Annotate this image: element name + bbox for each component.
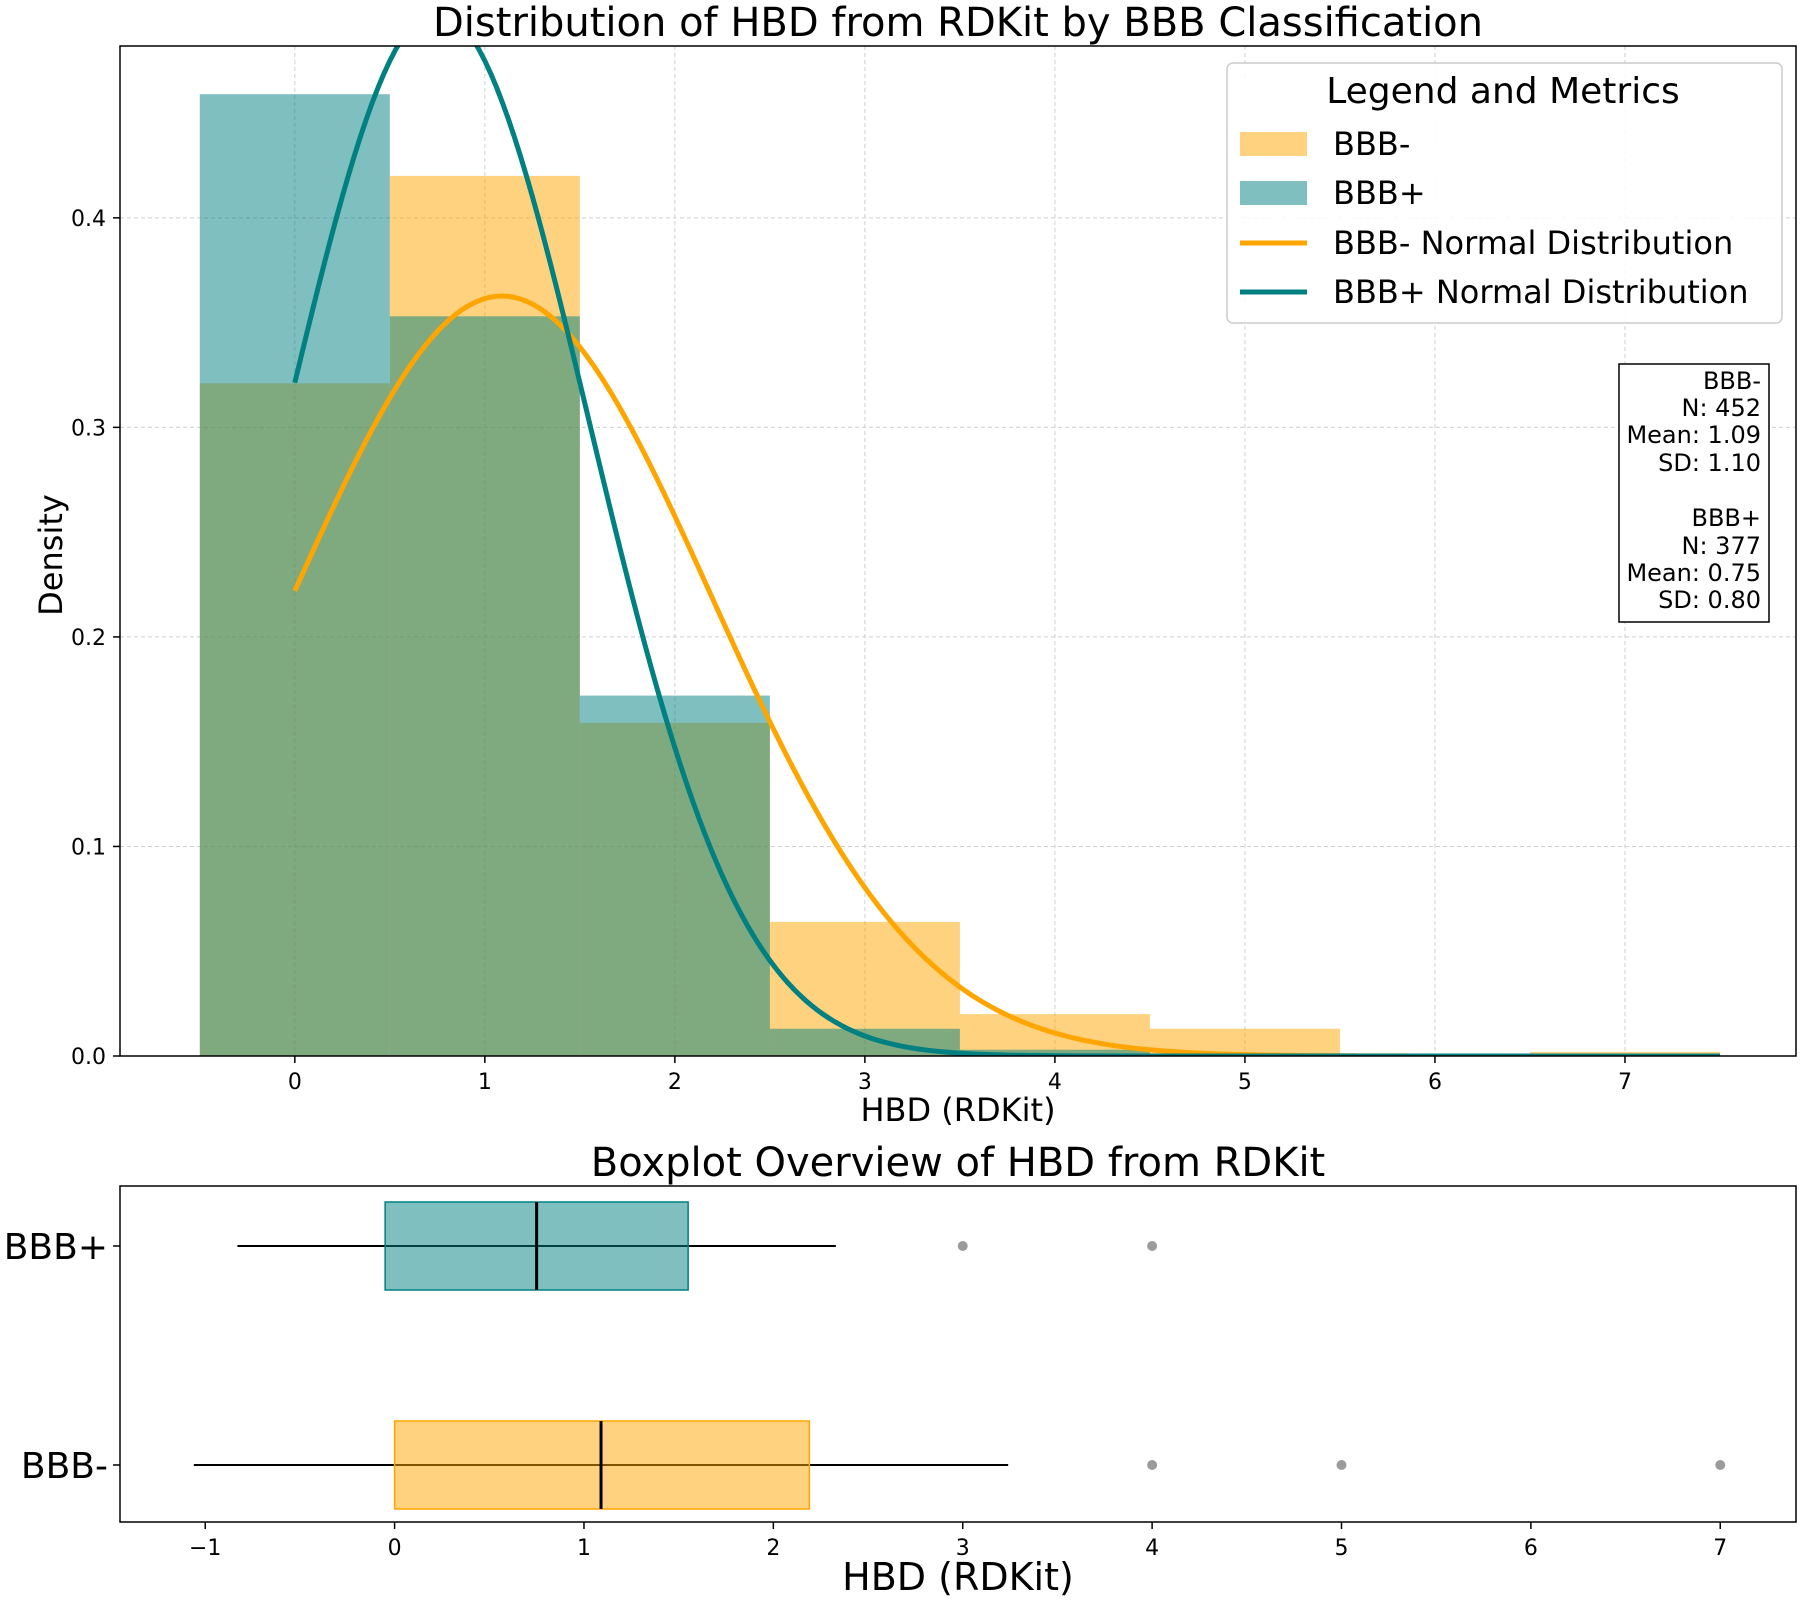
histogram-x-axis-title: HBD (RDKit) (860, 1091, 1055, 1129)
outlier-point (957, 1241, 968, 1251)
y-tick-label: 0.3 (71, 416, 106, 441)
legend-label-bbb-minus-normal: BBB- Normal Distribution (1333, 224, 1733, 262)
x-tick-label: 0 (288, 1070, 302, 1095)
legend-label-bbb-plus-normal: BBB+ Normal Distribution (1333, 273, 1748, 311)
outlier-point (1147, 1460, 1158, 1470)
histogram-bar-bbb-plus (199, 94, 390, 1057)
x-tick-label: 6 (1524, 1536, 1538, 1561)
boxplot-x-axis-title: HBD (RDKit) (842, 1555, 1074, 1599)
boxplot-marks (193, 1201, 1726, 1510)
x-tick-label: 1 (478, 1070, 492, 1095)
x-tick-label: 2 (766, 1536, 780, 1561)
x-tick-label: 4 (1145, 1536, 1159, 1561)
x-tick-label: 5 (1334, 1536, 1348, 1561)
histogram-title: Distribution of HBD from RDKit by BBB Cl… (433, 0, 1483, 46)
stats-line: BBB+ (1691, 504, 1761, 532)
outlier-point (1336, 1460, 1347, 1470)
boxplot-plot-frame (119, 1185, 1797, 1523)
x-tick-label: 1 (577, 1536, 591, 1561)
stats-line: BBB- (1703, 367, 1761, 395)
category-label: BBB+ (4, 1227, 108, 1268)
stats-line: N: 452 (1682, 394, 1761, 422)
legend-swatch-bbb-minus (1240, 132, 1307, 156)
x-tick-label: 0 (388, 1536, 402, 1561)
y-tick-label: 0.2 (71, 626, 106, 651)
y-tick-label: 0.0 (71, 1045, 106, 1070)
histogram-bars (199, 94, 1720, 1057)
x-tick-label: 3 (858, 1070, 872, 1095)
stats-line: Mean: 0.75 (1626, 559, 1761, 587)
histogram-bar-bbb-plus (959, 1049, 1150, 1056)
legend-swatch-bbb-plus (1240, 181, 1307, 205)
y-tick-label: 0.4 (71, 207, 106, 232)
legend: Legend and Metrics BBB- BBB+ BBB- Normal… (1226, 62, 1783, 324)
legend-frame (1226, 62, 1783, 324)
x-tick-label: 4 (1048, 1070, 1062, 1095)
stats-line: Mean: 1.09 (1626, 421, 1761, 449)
stats-line: N: 377 (1682, 532, 1761, 560)
normal-curve-bbb-plus (292, 46, 1720, 1056)
stats-line: SD: 0.80 (1658, 586, 1761, 614)
outlier-point (1147, 1241, 1158, 1251)
stats-line: SD: 1.10 (1658, 449, 1761, 477)
outlier-point (1715, 1460, 1726, 1470)
histogram-plot-frame (119, 45, 1797, 1057)
histogram-y-axis-title: Density (32, 494, 70, 616)
x-tick-label: 6 (1428, 1070, 1442, 1095)
boxplot-title: Boxplot Overview of HBD from RDKit (591, 1140, 1326, 1186)
x-tick-label: 5 (1238, 1070, 1252, 1095)
x-tick-label: −1 (189, 1536, 221, 1561)
x-tick-label: 7 (1713, 1536, 1727, 1561)
stats-box: BBB- N: 452 Mean: 1.09 SD: 1.10 BBB+ N: … (1618, 363, 1770, 623)
legend-label-bbb-minus: BBB- (1333, 125, 1410, 163)
x-tick-label: 2 (668, 1070, 682, 1095)
y-tick-label: 0.1 (71, 835, 106, 860)
x-tick-label: 3 (956, 1536, 970, 1561)
histogram-ticks: 0 1 2 3 4 5 6 7 0.0 0.1 0.2 0.3 0.4 (71, 207, 1632, 1095)
legend-label-bbb-plus: BBB+ (1333, 174, 1426, 212)
legend-title: Legend and Metrics (1326, 71, 1680, 112)
boxplot-ticks: −1 0 1 2 3 4 5 6 7 BBB+ BBB- (4, 1227, 1728, 1561)
stats-box-frame (1618, 363, 1770, 623)
x-tick-label: 7 (1618, 1070, 1632, 1095)
category-label: BBB- (21, 1446, 108, 1487)
histogram-bar-bbb-plus (389, 316, 580, 1056)
